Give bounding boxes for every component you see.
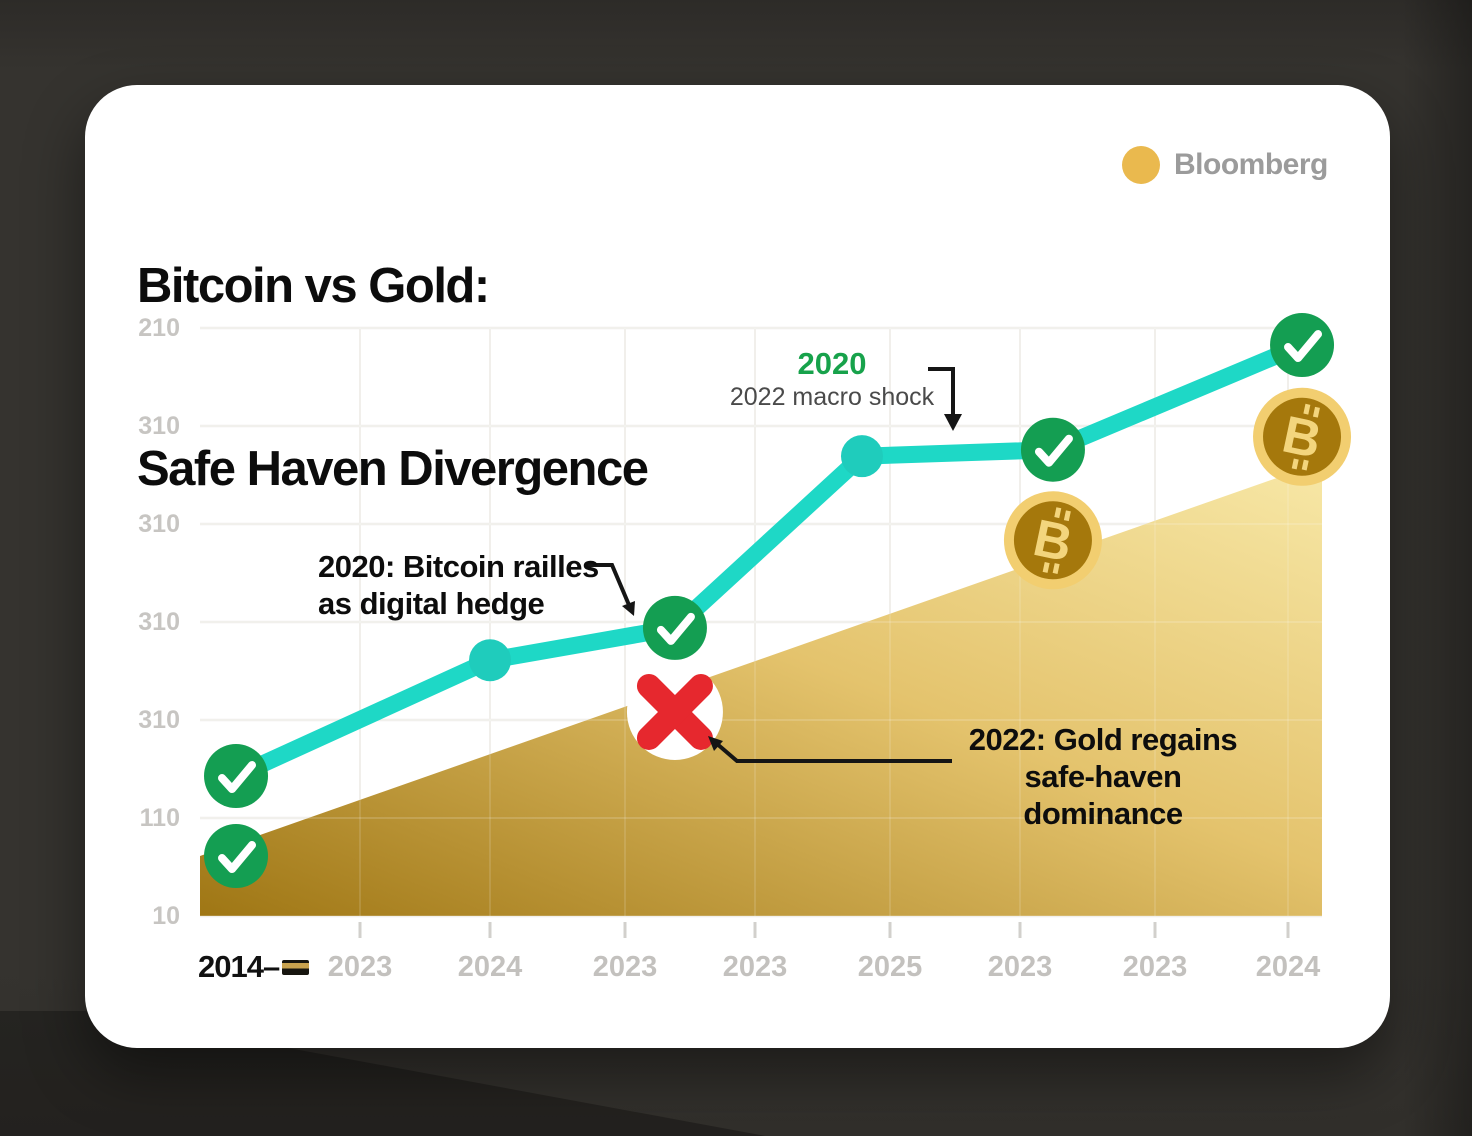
arrow-macro-shock-head [944, 414, 962, 431]
background-shadow-right [1402, 0, 1472, 1136]
gold-black-swatch-icon [282, 959, 310, 975]
x-axis-first-year: 2014– [198, 949, 280, 984]
check-badge [204, 744, 269, 809]
brand-name: Bloomberg [1174, 148, 1328, 181]
y-axis-label: 310 [138, 412, 180, 440]
check-badge [642, 595, 707, 660]
bloomberg-dot-icon [1122, 146, 1160, 184]
y-axis-label: 310 [138, 608, 180, 636]
brand-logo: Bloomberg [1122, 146, 1328, 184]
check-badge [1020, 417, 1085, 482]
annotation-gold-dominance-line2: safe-haven dominance [1023, 759, 1183, 831]
x-axis-label: 2023 [987, 951, 1053, 983]
y-axis-label: 210 [138, 314, 180, 342]
y-axis-label: 110 [139, 804, 180, 832]
annotation-bitcoin-hedge-line1: 2020: Bitcoin railles [318, 549, 599, 584]
x-axis-label: 2024 [457, 951, 523, 983]
y-axis-label: 10 [152, 902, 180, 930]
check-icon [656, 612, 695, 645]
check-icon [1284, 330, 1323, 363]
x-axis-label: 2024 [1255, 951, 1321, 983]
arrow-bitcoin-hedge [586, 563, 631, 606]
x-axis-label: 2025 [857, 951, 923, 983]
y-axis-label: 310 [138, 706, 180, 734]
check-badge [204, 824, 269, 889]
check-icon [218, 761, 257, 794]
arrow-macro-shock [928, 367, 955, 416]
annotation-macro-shock: 2020 2022 macro shock [712, 347, 952, 412]
x-axis-label: 2023 [592, 951, 658, 983]
check-badges [204, 313, 1335, 889]
annotation-macro-shock-title: 2020 [797, 346, 867, 381]
annotation-bitcoin-hedge: 2020: Bitcoin railles as digital hedge [318, 548, 599, 622]
line-dot [840, 435, 883, 478]
annotation-bitcoin-hedge-line2: as digital hedge [318, 586, 545, 621]
bitcoin-coin-icon: B [1253, 387, 1352, 486]
x-cross-badge [626, 663, 723, 760]
line-dot [469, 639, 512, 682]
check-badge [1270, 313, 1335, 378]
arrow-gold-dominance-head [708, 736, 723, 751]
line-dot-markers [469, 435, 883, 682]
bitcoin-line-layer [227, 336, 1311, 785]
page-title: Bitcoin vs Gold: Safe Haven Divergence [137, 134, 649, 622]
check-icon [218, 841, 257, 874]
gridlines-overlay [200, 327, 1322, 917]
bitcoin-coins: BB [1003, 387, 1352, 590]
bitcoin-line-series [227, 336, 1311, 785]
annotation-gold-dominance-line1: 2022: Gold regains [968, 722, 1238, 757]
x-axis-label: 2023 [327, 951, 393, 983]
arrow-gold-dominance [714, 741, 952, 763]
annotation-macro-shock-text: 2022 macro shock [729, 383, 935, 411]
x-axis-label: 2023 [1122, 951, 1188, 983]
title-line-2: Safe Haven Divergence [137, 442, 649, 496]
arrow-bitcoin-hedge-head [622, 601, 635, 616]
x-icon [636, 673, 713, 750]
annotation-arrows [586, 367, 962, 763]
bitcoin-coin-icon: B [1003, 491, 1102, 590]
check-icon [1034, 434, 1073, 467]
annotation-gold-dominance: 2022: Gold regains safe-haven dominance [948, 721, 1258, 832]
x-axis-label: 2023 [722, 951, 788, 983]
y-axis-label: 310 [138, 510, 180, 538]
title-line-1: Bitcoin vs Gold: [137, 259, 490, 313]
x-axis-ticks [358, 922, 1290, 938]
x-axis-label-2014: 2014– [198, 948, 310, 986]
x-cross-marker-layer [626, 663, 723, 760]
